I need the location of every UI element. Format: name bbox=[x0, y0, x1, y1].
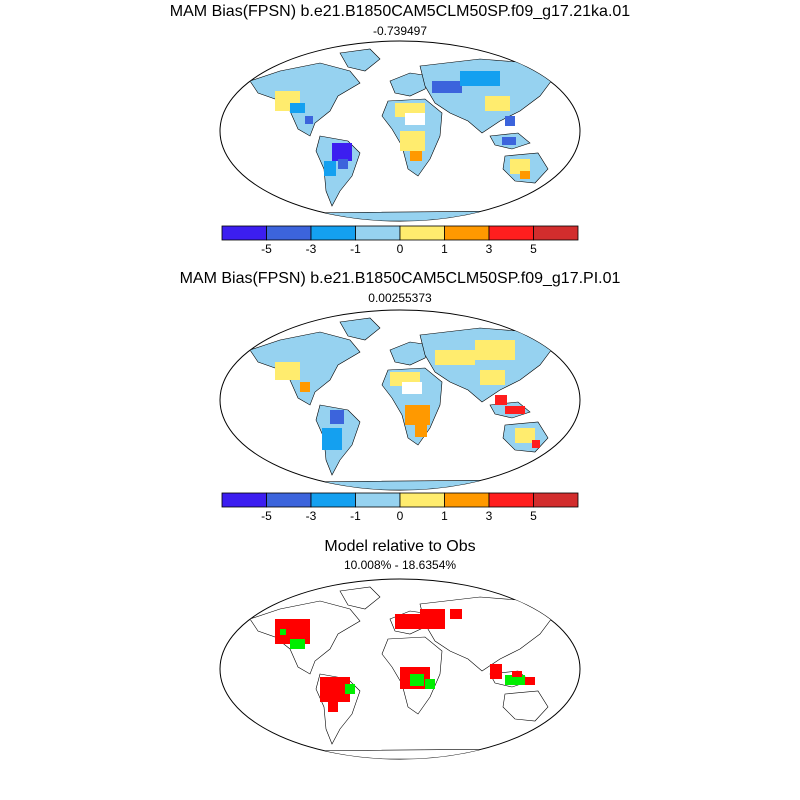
map-panel-21ka bbox=[219, 40, 581, 222]
colorbar-tick-label: -1 bbox=[350, 242, 361, 256]
bias-patch bbox=[305, 116, 313, 124]
bias-patch bbox=[425, 679, 435, 689]
colorbar-swatch bbox=[444, 225, 490, 241]
bias-patch bbox=[490, 664, 502, 679]
bias-patch bbox=[405, 405, 430, 425]
colorbar-swatch bbox=[221, 492, 267, 508]
colorbar-tick-label: 3 bbox=[486, 509, 493, 523]
bias-patch bbox=[405, 113, 425, 125]
colorbar-tick-label: 5 bbox=[530, 242, 537, 256]
colorbar-swatch bbox=[355, 225, 401, 241]
bias-patch bbox=[475, 340, 515, 360]
bias-patch bbox=[290, 103, 305, 113]
colorbar-swatch bbox=[488, 492, 534, 508]
bias-patch bbox=[410, 151, 422, 161]
bias-patch bbox=[525, 677, 535, 685]
bias-patch bbox=[432, 81, 462, 93]
bias-patch bbox=[288, 350, 308, 360]
colorbar-swatch bbox=[399, 492, 445, 508]
bias-patch bbox=[450, 609, 462, 619]
bias-patch bbox=[510, 159, 530, 174]
bias-patch bbox=[410, 674, 424, 686]
colorbar-tick-label: 0 bbox=[397, 242, 404, 256]
colorbar-swatch bbox=[399, 225, 445, 241]
bias-patch bbox=[415, 425, 427, 437]
bias-patch bbox=[400, 131, 425, 151]
bias-patch bbox=[345, 684, 355, 694]
colorbar-swatch bbox=[533, 492, 579, 508]
colorbar-tick-label: -1 bbox=[350, 509, 361, 523]
colorbar-swatch bbox=[444, 492, 490, 508]
colorbar-swatch bbox=[488, 225, 534, 241]
bias-patch bbox=[338, 159, 348, 169]
colorbar-swatch bbox=[266, 225, 312, 241]
colorbar-tick-label: 5 bbox=[530, 509, 537, 523]
bias-patch bbox=[505, 406, 525, 414]
bias-patch bbox=[515, 428, 535, 443]
colorbar-tick-label: 0 bbox=[397, 509, 404, 523]
colorbar-swatch bbox=[310, 225, 356, 241]
bias-patch bbox=[322, 428, 342, 450]
colorbar-tick-label: -5 bbox=[261, 509, 272, 523]
bias-patch bbox=[275, 362, 300, 380]
colorbar-swatch bbox=[355, 492, 401, 508]
bias-patch bbox=[532, 440, 540, 448]
map-panel-pi bbox=[219, 309, 581, 491]
panel2-title: MAM Bias(FPSN) b.e21.B1850CAM5CLM50SP.f0… bbox=[179, 270, 621, 287]
bias-patch bbox=[290, 639, 305, 649]
bias-patch bbox=[300, 382, 310, 392]
bias-patch bbox=[460, 71, 500, 86]
bias-patch bbox=[505, 675, 525, 685]
bias-patch bbox=[420, 609, 445, 617]
bias-patch bbox=[495, 395, 507, 405]
bias-patch bbox=[502, 137, 516, 145]
panel2-subtitle: 0.00255373 bbox=[368, 291, 432, 305]
panel3-title: Model relative to Obs bbox=[324, 538, 476, 555]
bias-patch bbox=[280, 629, 286, 635]
colorbar-1: -5 -3 -1 0 1 3 5 bbox=[221, 225, 579, 256]
bias-patch bbox=[395, 614, 445, 629]
bias-patch bbox=[520, 171, 530, 179]
colorbar-tick-label: 1 bbox=[441, 509, 448, 523]
bias-patch bbox=[480, 370, 505, 385]
bias-patch bbox=[512, 671, 522, 677]
colorbar-swatch bbox=[266, 492, 312, 508]
bias-patch bbox=[402, 382, 422, 394]
bias-patch bbox=[328, 697, 338, 712]
bias-patch bbox=[330, 410, 344, 424]
colorbar-2: -5 -3 -1 0 1 3 5 bbox=[221, 492, 579, 523]
colorbar-swatch bbox=[221, 225, 267, 241]
panel1-title: MAM Bias(FPSN) b.e21.B1850CAM5CLM50SP.f0… bbox=[169, 3, 631, 20]
bias-patch bbox=[435, 350, 475, 365]
panel3-subtitle: 10.008% - 18.6354% bbox=[343, 558, 457, 572]
colorbar-tick-label: -3 bbox=[306, 509, 317, 523]
bias-patch bbox=[332, 143, 352, 161]
colorbar-tick-label: -5 bbox=[261, 242, 272, 256]
bias-patch bbox=[505, 116, 515, 126]
bias-patch bbox=[324, 161, 336, 176]
map-panel-ratio bbox=[219, 578, 581, 760]
panel1-subtitle: -0.739497 bbox=[372, 24, 428, 38]
colorbar-swatch bbox=[310, 492, 356, 508]
colorbar-tick-label: 3 bbox=[486, 242, 493, 256]
colorbar-swatch bbox=[533, 225, 579, 241]
colorbar-tick-label: -3 bbox=[306, 242, 317, 256]
colorbar-tick-label: 1 bbox=[441, 242, 448, 256]
bias-patch bbox=[485, 96, 510, 111]
